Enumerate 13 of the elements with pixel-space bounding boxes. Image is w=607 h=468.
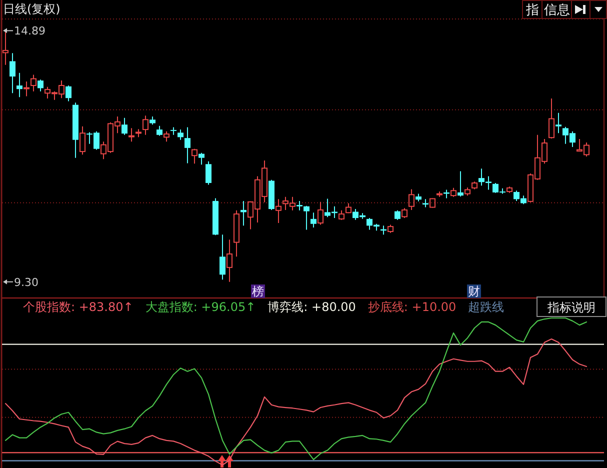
chart-title: 日线(复权) xyxy=(3,2,60,16)
tag: 榜 xyxy=(251,284,265,298)
button: 指 xyxy=(522,0,542,19)
ref-line-label: 博弈线: +80.00 xyxy=(268,300,356,314)
tag: 财 xyxy=(467,284,481,298)
button: 信息 xyxy=(542,0,572,19)
ref-line-label: 超跌线 xyxy=(468,300,504,314)
button: 指标说明 xyxy=(536,296,606,317)
ref-line-label: 抄底线: +10.00 xyxy=(368,300,456,314)
text: 大盘指数: +96.05↑ xyxy=(145,300,256,314)
y-tick-label: 14.89 xyxy=(14,24,46,38)
y-tick-label: 9.30 xyxy=(14,276,38,289)
text: 个股指数: +83.80↑ xyxy=(23,300,134,314)
